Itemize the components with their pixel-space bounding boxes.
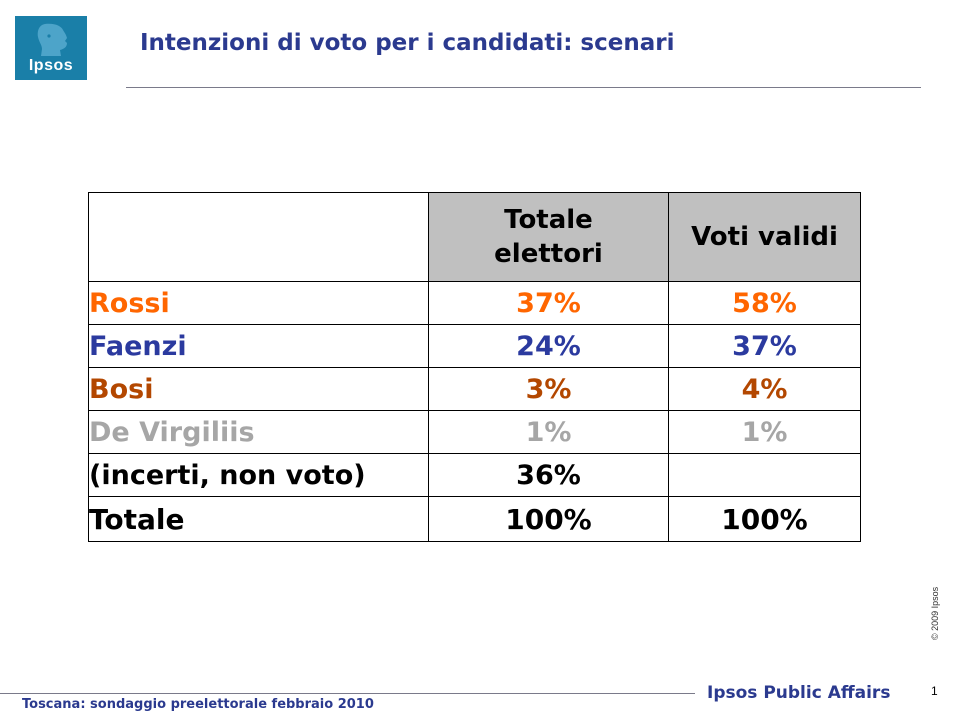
table-header-row: Totale elettori Voti validi: [88, 192, 861, 282]
voti-validi-total: 100%: [668, 496, 861, 542]
table-row: Faenzi 24% 37%: [88, 324, 861, 368]
totale-elettori-value: 36%: [428, 453, 669, 497]
candidate-name: De Virgiliis: [88, 410, 429, 454]
voti-validi-value: [668, 453, 861, 497]
header-voti-validi: Voti validi: [668, 192, 861, 282]
header-totale-elettori: Totale elettori: [428, 192, 669, 282]
title-divider: [126, 87, 921, 88]
survey-caption: Toscana: sondaggio preelettorale febbrai…: [22, 697, 374, 712]
totale-elettori-value: 24%: [428, 324, 669, 368]
voti-validi-value: 58%: [668, 281, 861, 325]
header-totale-elettori-label: Totale elettori: [494, 205, 603, 269]
totale-elettori-value: 1%: [428, 410, 669, 454]
vote-intentions-table: Totale elettori Voti validi Rossi 37% 58…: [88, 192, 861, 542]
voti-validi-value: 4%: [668, 367, 861, 411]
undecided-label: (incerti, non voto): [88, 453, 429, 497]
voti-validi-value: 37%: [668, 324, 861, 368]
logo-text: Ipsos: [28, 57, 74, 74]
footer-divider: [0, 693, 695, 694]
candidate-name: Bosi: [88, 367, 429, 411]
voti-validi-value: 1%: [668, 410, 861, 454]
totale-elettori-total: 100%: [428, 496, 669, 542]
page-title: Intenzioni di voto per i candidati: scen…: [140, 30, 675, 56]
footer-brand: Ipsos Public Affairs: [707, 683, 891, 703]
totale-elettori-value: 3%: [428, 367, 669, 411]
ipsos-logo: Ipsos: [15, 16, 87, 80]
table-row: Rossi 37% 58%: [88, 281, 861, 325]
copyright-notice: © 2009 Ipsos: [930, 586, 940, 640]
totale-elettori-value: 37%: [428, 281, 669, 325]
logo-head-icon: [37, 23, 67, 57]
candidate-name: Rossi: [88, 281, 429, 325]
total-label: Totale: [88, 496, 429, 542]
candidate-name: Faenzi: [88, 324, 429, 368]
header-empty-cell: [88, 192, 429, 282]
table-row: (incerti, non voto) 36%: [88, 453, 861, 497]
page-number: 1: [931, 684, 938, 698]
table-total-row: Totale 100% 100%: [88, 496, 861, 542]
table-row: De Virgiliis 1% 1%: [88, 410, 861, 454]
table-row: Bosi 3% 4%: [88, 367, 861, 411]
